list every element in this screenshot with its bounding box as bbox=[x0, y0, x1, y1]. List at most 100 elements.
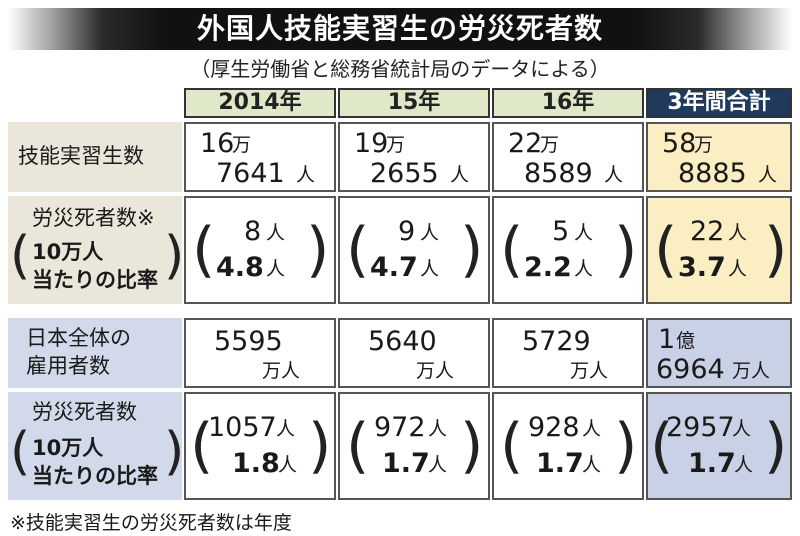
worker-deaths-2014-rate-unit: 人 bbox=[278, 454, 298, 476]
col-header-total: 3年間合計 bbox=[646, 88, 792, 118]
row-label-trainee-deaths-2: 10万人 bbox=[32, 240, 104, 264]
row-label-worker-deaths: 労災死者数 ( 10万人 当たりの比率 ) bbox=[8, 392, 185, 500]
worker-deaths-2016-rate: 1.7 bbox=[536, 448, 584, 479]
trainees-2015-bottom-unit: 人 bbox=[450, 164, 470, 186]
trainee-deaths-2015-cell: ( 9 人 4.7 人 ) bbox=[338, 196, 490, 304]
workers-total-top-unit: 億 bbox=[676, 330, 696, 352]
trainee-deaths-2016-count-unit: 人 bbox=[574, 222, 594, 244]
trainees-2016-bottom-unit: 人 bbox=[604, 164, 624, 186]
trainees-2014-top: 16 bbox=[200, 128, 235, 159]
row-label-worker-deaths-2: 10万人 bbox=[32, 436, 104, 460]
trainee-deaths-2014-count-unit: 人 bbox=[266, 222, 286, 244]
row-label-worker-deaths-open-paren: ( bbox=[10, 422, 31, 482]
worker-deaths-2015-rate: 1.7 bbox=[382, 448, 430, 479]
close-paren: ) bbox=[308, 411, 332, 481]
trainees-2014-cell: 16 万 7641 人 bbox=[184, 122, 336, 192]
row-label-trainee-deaths: 労災死者数※ ( 10万人 当たりの比率 ) bbox=[8, 196, 185, 304]
close-paren: ) bbox=[460, 215, 484, 285]
workers-total-bottom-unit: 万人 bbox=[732, 360, 771, 382]
worker-deaths-2015-count: 972 bbox=[374, 412, 426, 443]
workers-2015-value: 5640 bbox=[368, 326, 437, 357]
worker-deaths-2016-count: 928 bbox=[528, 412, 580, 443]
row-label-trainees: 技能実習生数 bbox=[8, 122, 182, 192]
row-label-workers-1: 日本全体の bbox=[26, 326, 131, 350]
trainee-deaths-2014-count: 8 bbox=[244, 216, 262, 247]
worker-deaths-2015-cell: ( 972 人 1.7 人 ) bbox=[338, 392, 490, 500]
trainees-2015-top-unit: 万 bbox=[386, 134, 406, 156]
trainees-2015-cell: 19 万 2655 人 bbox=[338, 122, 490, 192]
trainees-2016-bottom: 8589 bbox=[524, 158, 593, 189]
trainee-deaths-2015-rate: 4.7 bbox=[370, 252, 418, 283]
trainee-deaths-2014-cell: ( 8 人 4.8 人 ) bbox=[184, 196, 336, 304]
worker-deaths-2016-rate-unit: 人 bbox=[582, 454, 602, 476]
close-paren: ) bbox=[306, 215, 330, 285]
workers-total-bottom: 6964 bbox=[656, 354, 725, 385]
open-paren: ( bbox=[190, 411, 214, 481]
source-subtitle: （厚生労働省と総務省統計局のデータによる） bbox=[190, 57, 610, 81]
close-paren: ) bbox=[460, 411, 484, 481]
trainees-total-top: 58 bbox=[662, 128, 697, 159]
workers-2014-value: 5595 bbox=[214, 326, 283, 357]
row-label-workers: 日本全体の 雇用者数 bbox=[8, 318, 182, 388]
worker-deaths-2015-count-unit: 人 bbox=[428, 418, 448, 440]
close-paren: ) bbox=[764, 411, 788, 481]
worker-deaths-total-count: 2957 bbox=[666, 412, 735, 443]
worker-deaths-total-cell: ( 2957 人 1.7 人 ) bbox=[646, 392, 792, 500]
row-label-worker-deaths-1: 労災死者数 bbox=[32, 400, 137, 424]
open-paren: ( bbox=[346, 215, 370, 285]
worker-deaths-2015-rate-unit: 人 bbox=[428, 454, 448, 476]
row-label-trainee-deaths-open-paren: ( bbox=[10, 226, 31, 286]
worker-deaths-2016-cell: ( 928 人 1.7 人 ) bbox=[492, 392, 644, 500]
trainee-deaths-total-rate: 3.7 bbox=[678, 252, 726, 283]
col-header-2015: 15年 bbox=[338, 88, 490, 118]
worker-deaths-2014-rate: 1.8 bbox=[232, 448, 280, 479]
workers-2014-unit: 万人 bbox=[262, 360, 301, 382]
trainees-2016-top: 22 bbox=[508, 128, 543, 159]
footnote: ※技能実習生の労災死者数は年度 bbox=[10, 512, 292, 534]
close-paren: ) bbox=[614, 215, 638, 285]
workers-2015-unit: 万人 bbox=[416, 360, 455, 382]
worker-deaths-total-rate-unit: 人 bbox=[734, 454, 754, 476]
workers-total-cell: 1 億 6964 万人 bbox=[646, 318, 792, 388]
row-label-trainee-deaths-1: 労災死者数※ bbox=[32, 206, 155, 230]
open-paren: ( bbox=[654, 215, 678, 285]
row-label-worker-deaths-close-paren: ) bbox=[164, 422, 185, 482]
row-label-trainees-text: 技能実習生数 bbox=[18, 144, 144, 168]
close-paren: ) bbox=[614, 411, 638, 481]
trainee-deaths-2015-count-unit: 人 bbox=[420, 222, 440, 244]
row-label-workers-2: 雇用者数 bbox=[26, 354, 110, 378]
open-paren: ( bbox=[346, 411, 370, 481]
worker-deaths-2014-count-unit: 人 bbox=[276, 418, 296, 440]
trainee-deaths-total-cell: ( 22 人 3.7 人 ) bbox=[646, 196, 792, 304]
workers-2016-value: 5729 bbox=[522, 326, 591, 357]
row-label-trainee-deaths-close-paren: ) bbox=[164, 226, 185, 286]
workers-total-top: 1 bbox=[658, 324, 676, 355]
trainees-total-bottom-unit: 人 bbox=[758, 164, 778, 186]
trainee-deaths-2016-cell: ( 5 人 2.2 人 ) bbox=[492, 196, 644, 304]
trainees-total-top-unit: 万 bbox=[694, 134, 714, 156]
workers-2016-unit: 万人 bbox=[570, 360, 609, 382]
trainee-deaths-2015-rate-unit: 人 bbox=[420, 258, 440, 280]
worker-deaths-total-count-unit: 人 bbox=[732, 418, 752, 440]
trainees-2014-bottom-unit: 人 bbox=[296, 164, 316, 186]
trainees-2014-top-unit: 万 bbox=[232, 134, 252, 156]
trainee-deaths-2016-rate: 2.2 bbox=[524, 252, 572, 283]
row-label-worker-deaths-3: 当たりの比率 bbox=[32, 464, 158, 488]
trainee-deaths-2014-rate-unit: 人 bbox=[266, 258, 286, 280]
trainees-2016-cell: 22 万 8589 人 bbox=[492, 122, 644, 192]
col-header-2016: 16年 bbox=[492, 88, 644, 118]
workers-2015-cell: 5640 万人 bbox=[338, 318, 490, 388]
trainees-total-cell: 58 万 8885 人 bbox=[646, 122, 792, 192]
open-paren: ( bbox=[650, 411, 674, 481]
open-paren: ( bbox=[192, 215, 216, 285]
trainee-deaths-total-rate-unit: 人 bbox=[728, 258, 748, 280]
trainee-deaths-2014-rate: 4.8 bbox=[216, 252, 264, 283]
trainee-deaths-total-count: 22 bbox=[690, 216, 725, 247]
worker-deaths-2014-cell: ( 1057 人 1.8 人 ) bbox=[184, 392, 336, 500]
col-header-2014: 2014年 bbox=[184, 88, 336, 118]
open-paren: ( bbox=[500, 215, 524, 285]
trainees-2015-top: 19 bbox=[354, 128, 389, 159]
trainees-2014-bottom: 7641 bbox=[216, 158, 285, 189]
workers-2016-cell: 5729 万人 bbox=[492, 318, 644, 388]
trainee-deaths-2015-count: 9 bbox=[398, 216, 416, 247]
